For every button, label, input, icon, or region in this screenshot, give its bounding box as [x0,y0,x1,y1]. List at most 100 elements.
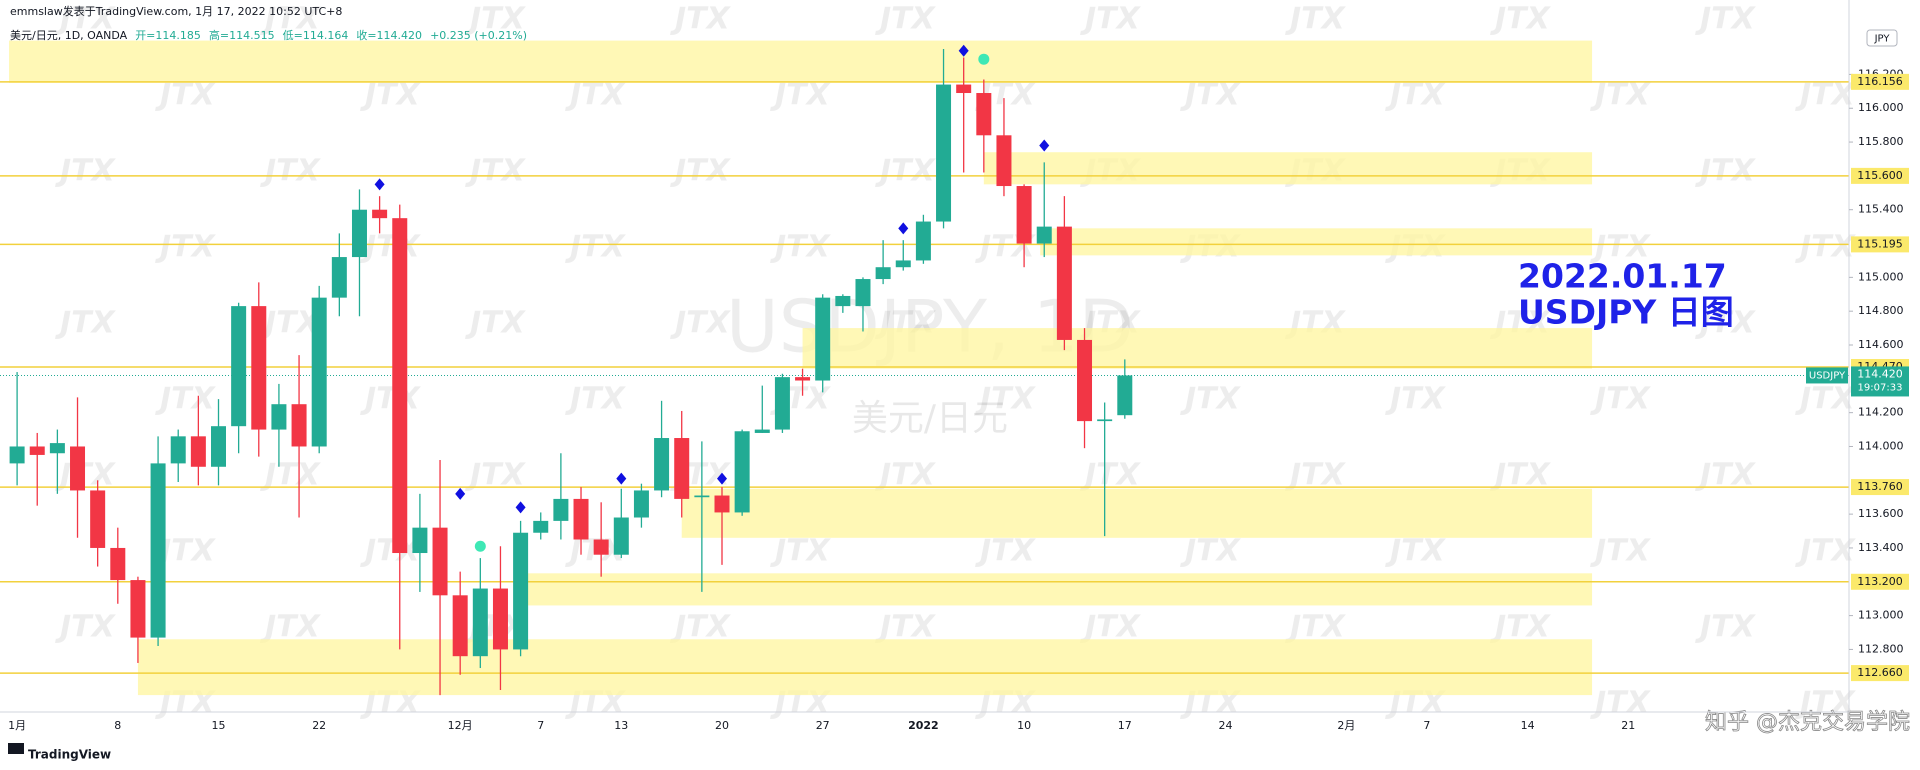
candle-body [674,438,690,499]
candle-body [291,404,307,447]
brand-watermark: JTX [670,2,732,37]
brand-watermark: JTX [1795,686,1857,721]
x-tick-label: 13 [614,719,628,732]
x-tick-label: 8 [114,719,121,732]
signal-diamond [717,472,727,485]
last-price-label: 114.420 [1857,367,1903,380]
candle-body [231,306,247,427]
x-tick-label: 7 [537,719,544,732]
brand-watermark: JTX [260,154,322,189]
x-tick-label: 17 [1118,719,1132,732]
brand-watermark: JTX [1590,382,1652,417]
candle-body [936,84,952,222]
currency: JPY [1874,34,1891,45]
candle-body [553,498,569,521]
candle-body [795,377,811,381]
candle-body [573,498,589,540]
candle-body [70,446,86,491]
brand-watermark: JTX [1795,382,1857,417]
signal-diamond [515,501,526,514]
candle-body [150,463,166,638]
zone [802,328,1593,369]
candle-body [412,527,428,554]
candle-body [774,377,790,430]
x-tick-label: 1月 [8,719,26,732]
brand-watermark: JTX [1285,610,1347,645]
brand-watermark: JTX [1080,2,1142,37]
y-tick-label: 113.400 [1858,541,1904,554]
countdown: 19:07:33 [1858,382,1903,393]
candle-body [835,295,851,307]
brand-watermark: JTX [1385,534,1447,569]
zone [1040,228,1593,256]
x-tick-label: 10 [1017,719,1031,732]
level-label-box [1851,665,1909,682]
brand-watermark: JTX [260,2,322,37]
brand-watermark: JTX [360,230,422,265]
y-tick-label: 114.200 [1858,406,1904,419]
x-tick-label: 24 [1219,719,1233,732]
brand-watermark: JTX [360,78,422,113]
brand-watermark: JTX [975,534,1037,569]
candle-body [251,306,267,430]
last-price-box [1851,366,1909,397]
candle-body [372,209,388,219]
level-label-box [1851,573,1909,590]
brand-watermark: JTX [1490,610,1552,645]
candle-body [754,429,770,433]
candle-body [513,532,529,650]
quote-item: 低=114.164 [283,29,349,42]
zone [681,488,1593,538]
brand-watermark: JTX [360,382,422,417]
logo-text: TradingView [28,748,111,762]
brand-watermark: JTX [975,382,1037,417]
annotation-title: USDJPY 日图 [1518,293,1734,332]
brand-watermark: JTX [55,306,117,341]
brand-watermark: JTX [875,2,937,37]
level-label: 112.660 [1857,666,1903,679]
x-tick-label: 2月 [1337,719,1355,732]
brand-watermark: JTX [1695,610,1757,645]
level-label: 116.156 [1857,75,1903,88]
brand-watermark: JTX [465,2,527,37]
brand-watermark: JTX [1795,534,1857,569]
candle-body [492,588,508,650]
brand-watermark: JTX [1180,78,1242,113]
candle-body [633,490,649,518]
credit: 知乎 @杰克交易学院 [1705,710,1910,735]
candle-body [875,267,891,280]
brand-watermark: JTX [55,2,117,37]
y-tick-label: 115.000 [1858,270,1904,283]
candle-body [815,297,831,381]
y-tick-label: 116.000 [1858,101,1904,114]
brand-watermark: JTX [360,534,422,569]
y-tick-label: 113.600 [1858,507,1904,520]
candle-body [271,404,287,430]
quote-item: +0.235 (+0.21%) [430,29,527,42]
candle-body [956,84,972,94]
symbol-line: 美元/日元, 1D, OANDA 开=114.185 高=114.515 低=114.… [10,28,527,42]
brand-watermark: JTX [465,306,527,341]
level-label: 113.200 [1857,575,1903,588]
candle-body [392,218,408,554]
candle-body [432,527,448,596]
x-tick-label: 15 [212,719,226,732]
signal-diamond [455,487,466,500]
brand-watermark: JTX [1590,534,1652,569]
brand-watermark: JTX [875,154,937,189]
brand-watermark: JTX [155,230,217,265]
brand-watermark: JTX [1385,78,1447,113]
brand-watermark: JTX [565,78,627,113]
level-label-box [1851,236,1909,253]
candle-body [351,209,367,258]
candle-body [472,588,488,657]
symbol-watermark-sub: 美元/日元 [852,398,1008,439]
brand-watermark: JTX [565,382,627,417]
candle-body [533,520,549,533]
signal-diamond [374,178,385,191]
level-label: 115.195 [1857,237,1903,250]
x-tick-label: 12月 [448,719,473,732]
y-tick-label: 114.000 [1858,439,1904,452]
